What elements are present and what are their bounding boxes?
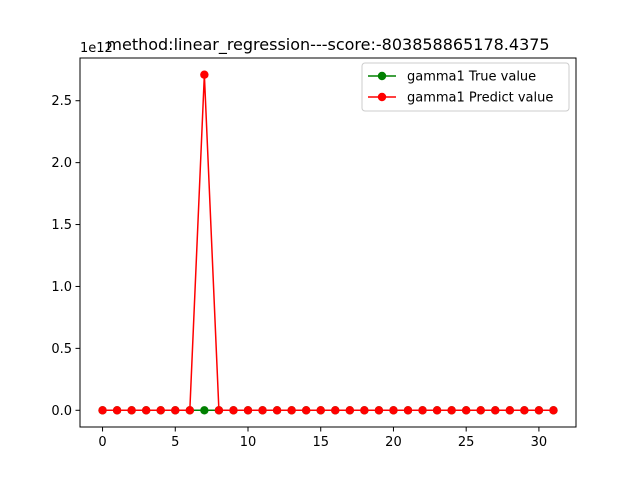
y-tick-label: 0.0 bbox=[51, 404, 72, 419]
data-point-series-2 bbox=[520, 406, 529, 415]
y-axis: 0.0 0.5 1.0 1.5 2.0 2.5 bbox=[51, 94, 80, 419]
plot-frame bbox=[79, 57, 577, 428]
data-point-series-2 bbox=[505, 406, 515, 415]
data-point-series-2 bbox=[258, 406, 267, 415]
data-point-series-2 bbox=[360, 406, 369, 415]
data-point-series-2 bbox=[127, 406, 136, 415]
y-tick-label: 1.0 bbox=[51, 280, 72, 295]
series-line-2 bbox=[102, 74, 554, 412]
data-point-series-2 bbox=[447, 406, 456, 415]
legend-marker-1 bbox=[377, 71, 387, 81]
data-point-series-2 bbox=[156, 406, 165, 415]
data-point-series-2 bbox=[301, 406, 311, 415]
data-point-series-2 bbox=[316, 406, 325, 415]
chart-title: method:linear_regression---score:-803858… bbox=[106, 35, 549, 55]
x-tick-label: 30 bbox=[531, 435, 548, 450]
data-point-series-1 bbox=[200, 406, 209, 415]
x-tick-label: 15 bbox=[312, 435, 329, 450]
data-point-series-2 bbox=[476, 406, 485, 415]
data-point-series-2 bbox=[549, 406, 558, 415]
data-point-series-2 bbox=[214, 406, 224, 415]
data-point-series-2 bbox=[432, 406, 442, 415]
legend-label-2: gamma1 Predict value bbox=[407, 91, 553, 106]
y-tick-label: 0.5 bbox=[51, 342, 72, 357]
data-point-series-2 bbox=[171, 406, 180, 415]
data-point-series-2 bbox=[403, 406, 413, 415]
y-tick-label: 1.5 bbox=[51, 218, 72, 233]
x-tick-label: 25 bbox=[458, 435, 475, 450]
data-point-series-2 bbox=[418, 406, 427, 415]
data-point-series-2 bbox=[112, 406, 122, 415]
legend-label-1: gamma1 True value bbox=[407, 70, 536, 85]
data-point-series-2 bbox=[229, 406, 238, 415]
data-point-series-2 bbox=[374, 406, 384, 415]
legend-marker-2 bbox=[377, 92, 387, 102]
data-point-series-2 bbox=[534, 406, 544, 415]
legend: gamma1 True value gamma1 Predict value bbox=[361, 62, 570, 112]
data-point-series-2 bbox=[331, 406, 340, 415]
data-point-series-2 bbox=[272, 406, 282, 415]
x-tick-label: 10 bbox=[240, 435, 257, 450]
data-point-series-2 bbox=[185, 406, 195, 415]
data-point-series-2 bbox=[141, 406, 151, 415]
y-tick-label: 2.5 bbox=[51, 94, 72, 109]
x-tick-label: 0 bbox=[98, 435, 106, 450]
data-point-series-2 bbox=[98, 406, 107, 415]
data-point-series-2 bbox=[243, 406, 253, 415]
plot-area bbox=[98, 70, 558, 415]
y-axis-offset-label: 1e12 bbox=[80, 41, 113, 56]
x-axis: 0 5 10 15 20 25 30 bbox=[98, 427, 547, 450]
data-point-series-2 bbox=[389, 406, 398, 415]
data-point-series-2 bbox=[461, 406, 471, 415]
data-point-series-2 bbox=[345, 406, 355, 415]
y-tick-label: 2.0 bbox=[51, 156, 72, 171]
data-point-series-2 bbox=[200, 70, 209, 79]
x-tick-label: 5 bbox=[171, 435, 179, 450]
legend-box bbox=[361, 62, 570, 112]
data-point-series-2 bbox=[287, 406, 296, 415]
data-point-series-2 bbox=[491, 406, 500, 415]
x-tick-label: 20 bbox=[385, 435, 402, 450]
